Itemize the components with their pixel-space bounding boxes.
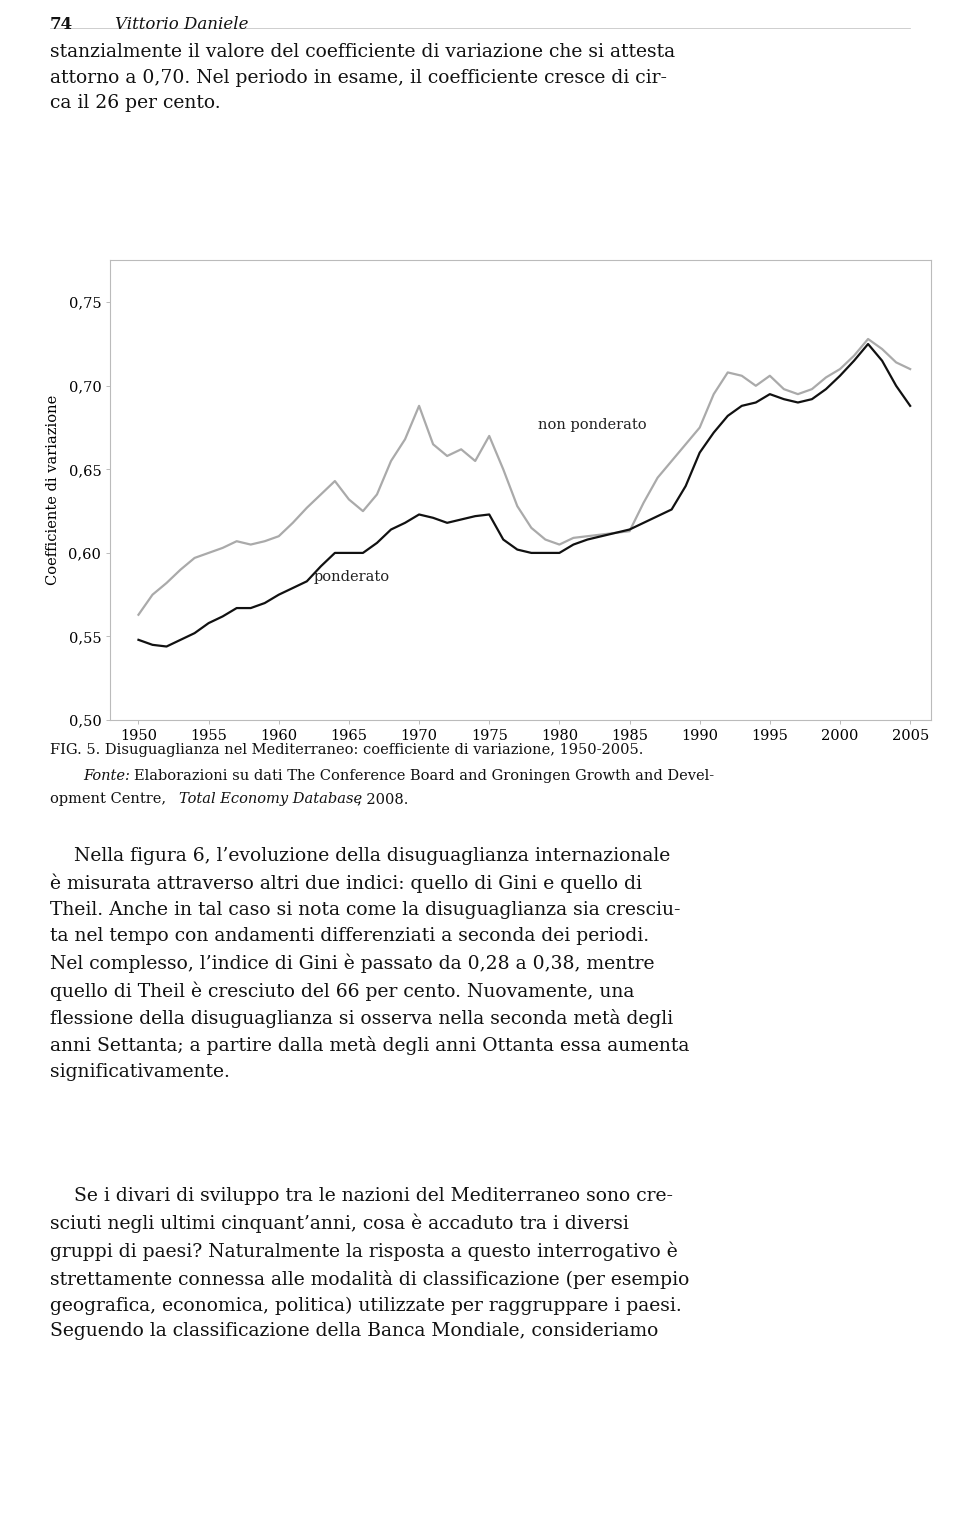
Text: opment Centre,: opment Centre, [50, 792, 171, 806]
Text: Total Economy Database: Total Economy Database [179, 792, 362, 806]
Y-axis label: Coefficiente di variazione: Coefficiente di variazione [46, 395, 60, 585]
Text: 74: 74 [50, 15, 73, 34]
Text: non ponderato: non ponderato [539, 418, 647, 432]
Text: FIG. 5. Disuguaglianza nel Mediterraneo: coefficiente di variazione, 1950-2005.: FIG. 5. Disuguaglianza nel Mediterraneo:… [50, 743, 643, 757]
Text: Fonte:: Fonte: [84, 769, 131, 783]
Text: , 2008.: , 2008. [357, 792, 409, 806]
Text: stanzialmente il valore del coefficiente di variazione che si attesta
attorno a : stanzialmente il valore del coefficiente… [50, 43, 675, 112]
Text: Nella figura 6, l’evoluzione della disuguaglianza internazionale
è misurata attr: Nella figura 6, l’evoluzione della disug… [50, 847, 689, 1082]
Text: Elaborazioni su dati The Conference Board and Groningen Growth and Devel-: Elaborazioni su dati The Conference Boar… [134, 769, 714, 783]
Text: Se i divari di sviluppo tra le nazioni del Mediterraneo sono cre-
sciuti negli u: Se i divari di sviluppo tra le nazioni d… [50, 1187, 689, 1340]
Text: Vittorio Daniele: Vittorio Daniele [115, 15, 249, 34]
Text: ponderato: ponderato [314, 570, 390, 584]
